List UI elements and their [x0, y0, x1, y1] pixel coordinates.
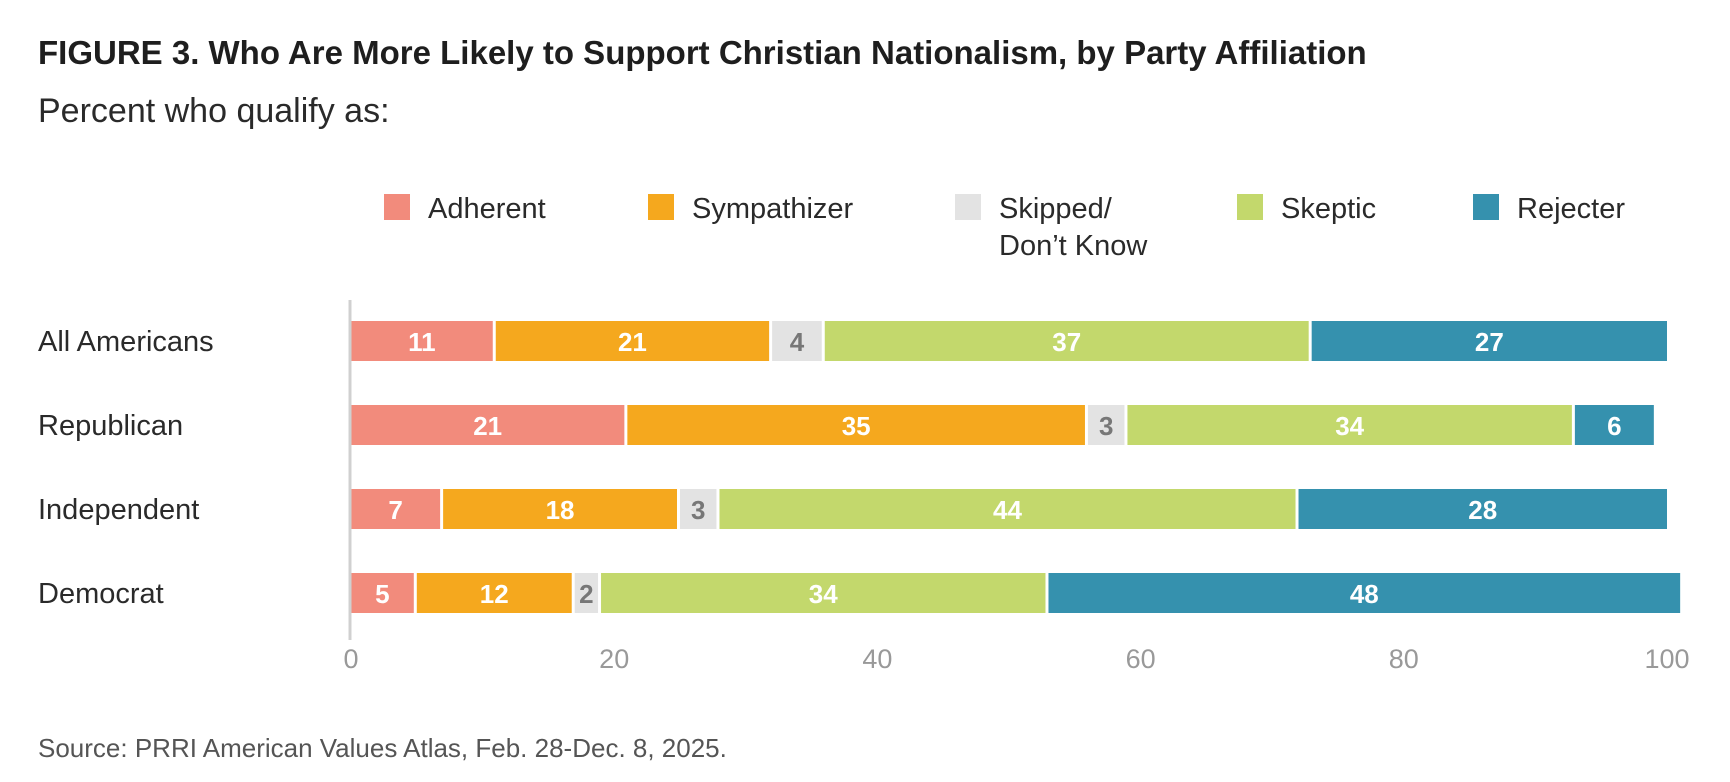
- data-label-independent-rejecter: 28: [1468, 495, 1497, 525]
- bar-segment-democrat-skeptic: [601, 573, 1046, 613]
- data-label-democrat-sympathizer: 12: [480, 579, 509, 609]
- data-label-republican-adherent: 21: [473, 411, 502, 441]
- data-label-all-americans-sympathizer: 21: [618, 327, 647, 357]
- bar-segment-republican-sympathizer: [627, 405, 1085, 445]
- category-label-republican: Republican: [38, 410, 183, 442]
- x-tick-label-60: 60: [1126, 644, 1156, 674]
- legend-swatch-skeptic: [1237, 194, 1263, 220]
- category-label-democrat: Democrat: [38, 578, 164, 610]
- data-label-all-americans-adherent: 11: [408, 327, 436, 357]
- figure-subtitle: Percent who qualify as:: [38, 92, 390, 130]
- legend-swatch-adherent: [384, 194, 410, 220]
- figure-title: FIGURE 3. Who Are More Likely to Support…: [38, 34, 1367, 71]
- data-label-republican-skeptic: 34: [1335, 411, 1364, 441]
- data-label-republican-rejecter: 6: [1607, 411, 1621, 441]
- bar-segment-independent-skipped-don-t-know: [680, 489, 717, 529]
- bar-segment-all-americans-sympathizer: [495, 321, 770, 361]
- bar-segment-independent-adherent: [351, 489, 441, 529]
- bar-segment-all-americans-skipped-don-t-know: [772, 321, 822, 361]
- data-label-democrat-adherent: 5: [375, 579, 389, 609]
- data-label-independent-adherent: 7: [388, 495, 402, 525]
- category-label-all-americans: All Americans: [38, 326, 214, 358]
- legend-label-adherent: Adherent: [428, 193, 546, 225]
- source-note: Source: PRRI American Values Atlas, Feb.…: [38, 733, 727, 763]
- x-tick-label-40: 40: [862, 644, 892, 674]
- bar-segment-democrat-rejecter: [1048, 573, 1681, 613]
- data-label-independent-skipped-don-t-know: 3: [691, 495, 705, 525]
- bar-segment-republican-adherent: [351, 405, 625, 445]
- bar-segment-independent-sympathizer: [443, 489, 677, 529]
- x-tick-label-80: 80: [1389, 644, 1419, 674]
- data-label-independent-sympathizer: 18: [546, 495, 575, 525]
- data-label-democrat-rejecter: 48: [1350, 579, 1379, 609]
- x-tick-label-0: 0: [343, 644, 358, 674]
- bar-segment-independent-skeptic: [719, 489, 1296, 529]
- bar-segment-all-americans-adherent: [351, 321, 493, 361]
- legend-swatch-rejecter: [1473, 194, 1499, 220]
- legend-label-sympathizer: Sympathizer: [692, 193, 854, 225]
- bar-segment-independent-rejecter: [1298, 489, 1667, 529]
- data-label-democrat-skipped-don-t-know: 2: [579, 579, 593, 609]
- data-label-all-americans-skeptic: 37: [1052, 327, 1081, 357]
- legend-swatch-sympathizer: [648, 194, 674, 220]
- bar-segment-democrat-adherent: [351, 573, 414, 613]
- data-label-independent-skeptic: 44: [993, 495, 1022, 525]
- bar-segment-all-americans-rejecter: [1311, 321, 1667, 361]
- bar-segment-republican-skipped-don-t-know: [1087, 405, 1125, 445]
- legend-label-skipped-don-t-know: Skipped/Don’t Know: [999, 193, 1148, 262]
- legend-label-rejecter: Rejecter: [1517, 193, 1625, 225]
- bar-segment-democrat-skipped-don-t-know: [574, 573, 599, 613]
- data-label-all-americans-skipped-don-t-know: 4: [790, 327, 805, 357]
- category-label-independent: Independent: [38, 494, 199, 526]
- data-label-all-americans-rejecter: 27: [1475, 327, 1504, 357]
- data-label-democrat-skeptic: 34: [809, 579, 838, 609]
- bar-segment-republican-rejecter: [1574, 405, 1654, 445]
- legend-swatch-skipped-don-t-know: [955, 194, 981, 220]
- data-label-republican-skipped-don-t-know: 3: [1099, 411, 1113, 441]
- bar-segment-republican-skeptic: [1127, 405, 1572, 445]
- data-label-republican-sympathizer: 35: [842, 411, 871, 441]
- legend-label-skeptic: Skeptic: [1281, 193, 1376, 225]
- x-tick-label-20: 20: [599, 644, 629, 674]
- bar-segment-democrat-sympathizer: [416, 573, 572, 613]
- bar-segment-all-americans-skeptic: [824, 321, 1309, 361]
- x-tick-label-100: 100: [1644, 644, 1689, 674]
